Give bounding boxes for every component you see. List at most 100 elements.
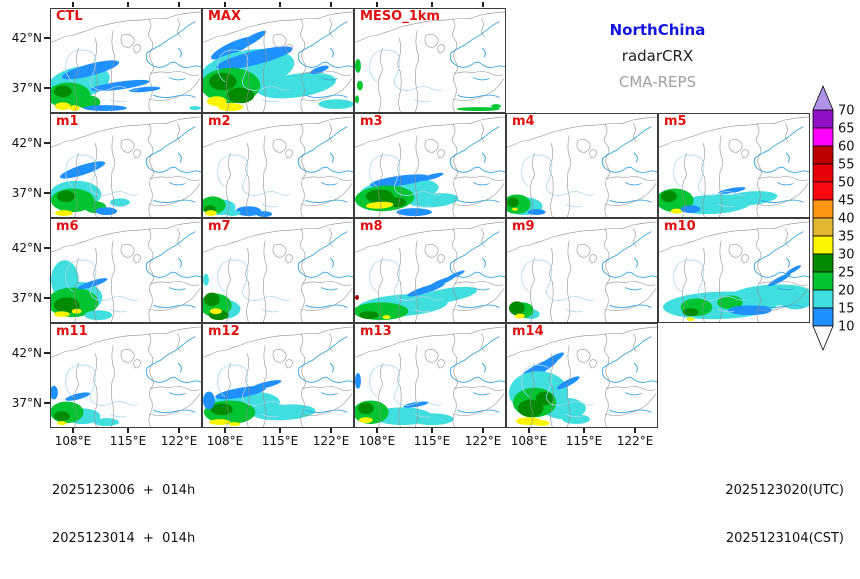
panel-label-m9: m9 bbox=[512, 219, 535, 234]
lon-tick-label: 115°E bbox=[413, 434, 451, 448]
precip-blob bbox=[54, 210, 73, 217]
precip-blob bbox=[95, 207, 118, 216]
precip-blob bbox=[533, 420, 550, 427]
lon-top-tick-mark bbox=[482, 2, 484, 7]
panel-map-svg bbox=[507, 221, 657, 322]
precip-blob bbox=[508, 301, 525, 316]
lat-tick-mark bbox=[44, 87, 50, 89]
precip-blob bbox=[686, 317, 695, 322]
panel-m7: m7 bbox=[202, 218, 354, 323]
colorbar-box bbox=[812, 253, 834, 273]
lon-tick-mark bbox=[583, 428, 585, 433]
lat-tick-label: 37°N bbox=[11, 396, 42, 410]
colorbar-tick-label: 70 bbox=[838, 104, 855, 119]
lon-tick-label: 115°E bbox=[565, 434, 603, 448]
colorbar-box bbox=[812, 163, 834, 183]
colorbar-box bbox=[812, 181, 834, 201]
precip-blob bbox=[670, 208, 683, 214]
panel-m1: m1 bbox=[50, 113, 202, 218]
precip-blob bbox=[355, 59, 361, 73]
precip-blob bbox=[203, 273, 209, 286]
precip-blob bbox=[456, 107, 501, 112]
precip-blob bbox=[355, 373, 361, 389]
colorbar-tick-label: 25 bbox=[838, 266, 855, 281]
colorbar-box bbox=[812, 145, 834, 165]
lon-tick-label: 108°E bbox=[358, 434, 396, 448]
precip-blob bbox=[203, 292, 220, 307]
product-title: radarCRX bbox=[621, 47, 694, 65]
lat-tick-label: 37°N bbox=[11, 81, 42, 95]
panel-map-svg bbox=[51, 11, 201, 112]
lon-top-tick-mark bbox=[224, 2, 226, 7]
lon-tick-mark bbox=[330, 428, 332, 433]
precip-blob bbox=[396, 208, 432, 217]
panel-map-svg bbox=[659, 116, 809, 217]
panel-label-m5: m5 bbox=[664, 114, 687, 129]
precip-blob bbox=[209, 308, 222, 315]
precip-blob bbox=[527, 209, 546, 216]
colorbar-box bbox=[812, 217, 834, 237]
lon-tick-mark bbox=[482, 428, 484, 433]
precip-blob bbox=[511, 207, 518, 211]
panel-label-m7: m7 bbox=[208, 219, 231, 234]
lon-top-tick-mark bbox=[431, 2, 433, 7]
lat-tick-mark bbox=[44, 247, 50, 249]
precip-blob bbox=[357, 402, 374, 415]
panel-m8: m8 bbox=[354, 218, 506, 323]
precip-blob bbox=[370, 174, 429, 188]
colorbar-tick-label: 45 bbox=[838, 194, 855, 209]
init-times: 2025123006 + 014h 2025123014 + 014h bbox=[52, 451, 195, 579]
precip-blob bbox=[210, 403, 233, 416]
colorbar-box bbox=[812, 199, 834, 219]
panel-m14: m14 bbox=[506, 323, 658, 428]
precip-blob bbox=[226, 87, 255, 104]
precip-blob bbox=[206, 96, 227, 107]
panel-label-m4: m4 bbox=[512, 114, 535, 129]
panel-label-m11: m11 bbox=[56, 324, 88, 339]
lon-tick-mark bbox=[376, 428, 378, 433]
panel-map-svg bbox=[659, 221, 809, 322]
init-time-line-2: 2025123014 + 014h bbox=[52, 531, 196, 546]
panel-map-svg bbox=[51, 326, 201, 427]
panel-label-m8: m8 bbox=[360, 219, 383, 234]
precip-blob bbox=[682, 308, 699, 317]
lon-tick-mark bbox=[279, 428, 281, 433]
precip-blob bbox=[110, 198, 130, 207]
lon-tick-label: 122°E bbox=[616, 434, 654, 448]
lon-tick-label: 122°E bbox=[312, 434, 350, 448]
precip-blob bbox=[53, 411, 70, 422]
colorbar-tick-label: 55 bbox=[838, 158, 855, 173]
panel-label-m10: m10 bbox=[664, 219, 696, 234]
precip-blob bbox=[65, 392, 91, 401]
lat-tick-mark bbox=[44, 142, 50, 144]
colorbar-svg: 70 65 60 55 50 45 40 35 30 25 20 15 10 bbox=[812, 84, 855, 352]
panel-map-svg bbox=[355, 116, 505, 217]
region-title: NorthChina bbox=[609, 21, 706, 39]
lon-top-tick-mark bbox=[376, 2, 378, 7]
precip-blob bbox=[536, 352, 564, 371]
colorbar-tick-label: 60 bbox=[838, 140, 855, 155]
precip-blob bbox=[414, 286, 477, 305]
precip-blob bbox=[54, 102, 71, 111]
precip-blob bbox=[228, 422, 241, 427]
lat-tick-label: 37°N bbox=[11, 186, 42, 200]
panel-map-svg bbox=[203, 221, 353, 322]
panel-m3: m3 bbox=[354, 113, 506, 218]
precip-blob bbox=[208, 419, 231, 426]
panel-map-svg bbox=[51, 116, 201, 217]
figure: NorthChina radarCRX CMA-REPS 70 65 60 55 50 4… bbox=[11, 2, 855, 546]
precip-blob bbox=[358, 311, 379, 320]
valid-time-utc: 2025123020(UTC) bbox=[725, 483, 844, 498]
panel-map-svg bbox=[355, 221, 505, 322]
precip-blob bbox=[491, 104, 502, 109]
precip-blob bbox=[318, 99, 353, 110]
precip-blob bbox=[90, 79, 150, 92]
colorbar-box bbox=[812, 307, 834, 327]
panel-map-svg bbox=[203, 116, 353, 217]
colorbar-tick-label: 40 bbox=[838, 212, 855, 227]
lon-tick-mark bbox=[224, 428, 226, 433]
panel-map-svg bbox=[507, 326, 657, 427]
lat-tick-mark bbox=[44, 37, 50, 39]
precip-blob bbox=[728, 305, 772, 316]
basemap-use bbox=[355, 11, 505, 112]
